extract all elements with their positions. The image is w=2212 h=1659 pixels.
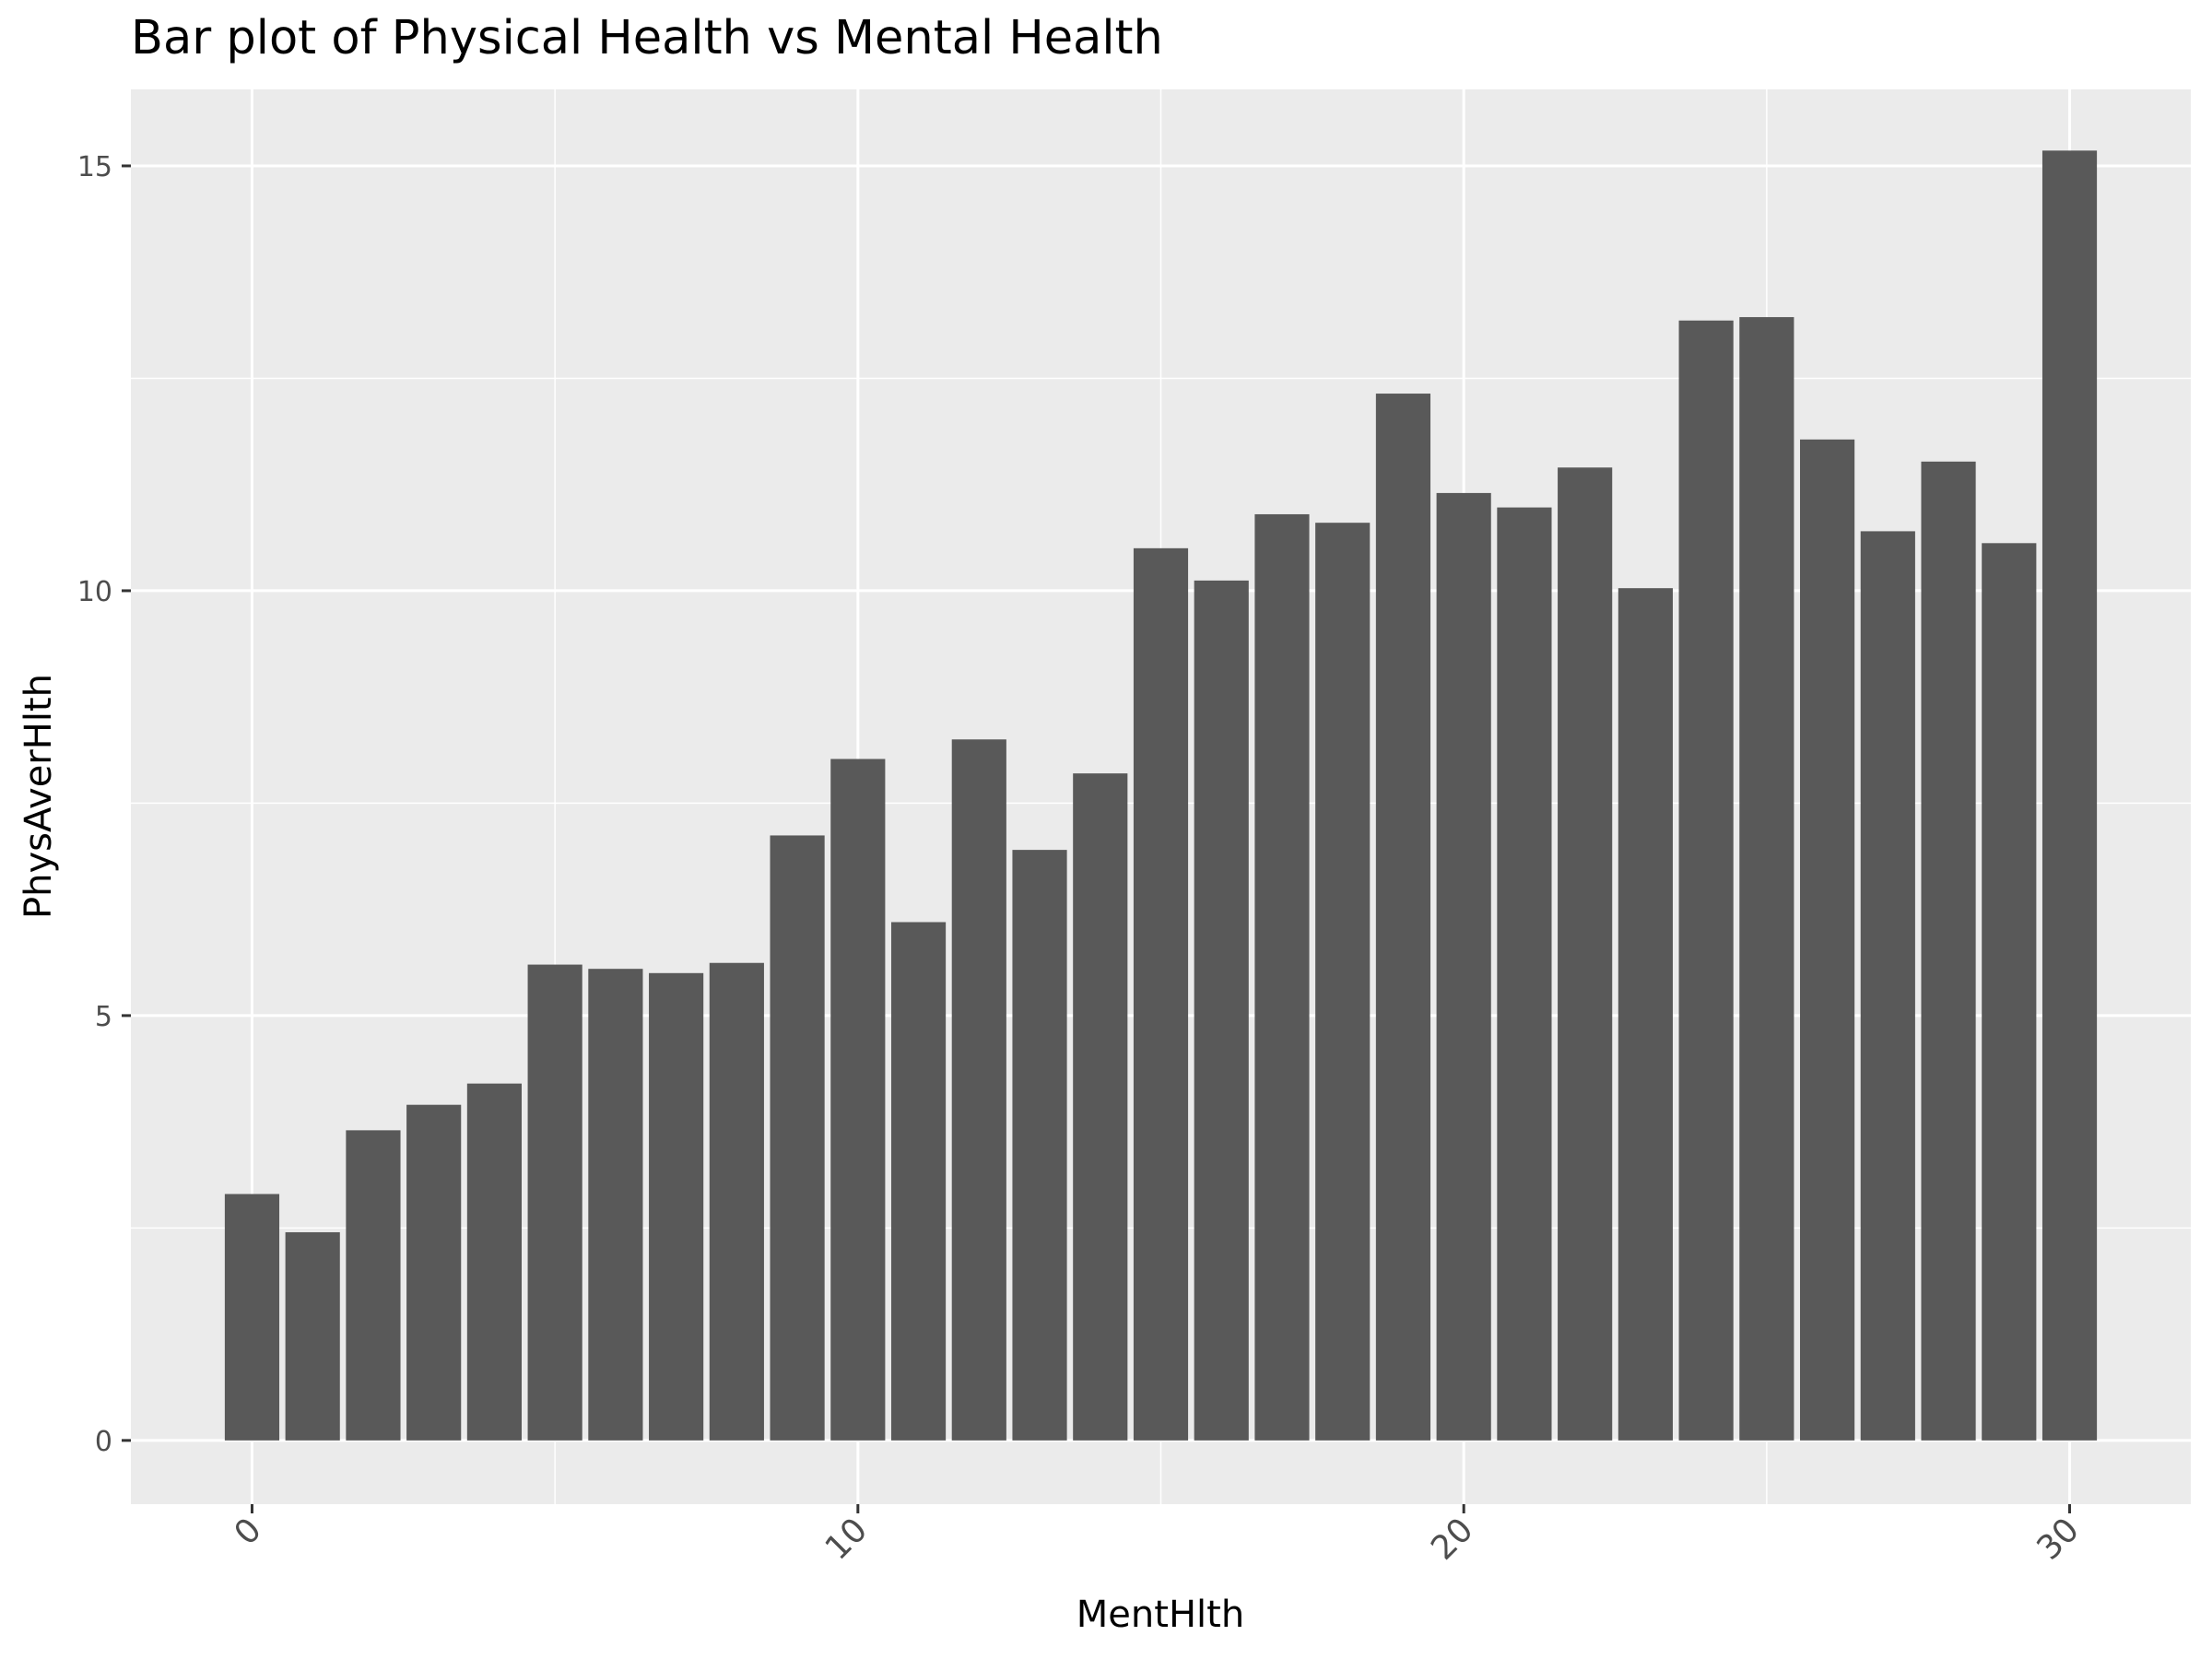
y-tick-label: 5	[95, 1001, 112, 1033]
bar-mentHlth-7	[649, 972, 704, 1441]
x-axis: 0 10 20 30	[228, 1504, 2087, 1568]
y-tick-label: 15	[77, 151, 112, 183]
y-tick-label: 0	[95, 1426, 112, 1458]
y-axis: 0 5 10 15	[77, 151, 131, 1458]
bar-mentHlth-11	[890, 922, 947, 1441]
bar-mentHlth-26	[1800, 439, 1855, 1441]
x-tick-label: 30	[2030, 1511, 2087, 1567]
bar-mentHlth-24	[1678, 320, 1734, 1441]
x-tick-label: 10	[818, 1511, 875, 1567]
bar-mentHlth-13	[1012, 850, 1067, 1441]
bar-mentHlth-16	[1194, 580, 1249, 1441]
bar-mentHlth-1	[285, 1231, 340, 1441]
y-axis-label: PhysAverHlth	[18, 674, 60, 919]
bars	[224, 150, 2098, 1441]
bar-mentHlth-12	[951, 739, 1006, 1441]
bar-mentHlth-8	[709, 962, 764, 1441]
bar-mentHlth-5	[527, 964, 582, 1441]
bar-mentHlth-20	[1436, 492, 1491, 1441]
x-tick-label: 20	[1424, 1511, 1480, 1567]
chart-title: Bar plot of Physical Health vs Mental He…	[131, 11, 1163, 65]
bar-mentHlth-4	[466, 1083, 522, 1441]
bar-mentHlth-10	[830, 759, 886, 1441]
bar-mentHlth-23	[1618, 588, 1673, 1441]
bar-mentHlth-2	[346, 1130, 401, 1441]
bar-mentHlth-9	[770, 835, 825, 1441]
x-axis-label: MentHlth	[1077, 1594, 1244, 1636]
bar-mentHlth-15	[1133, 547, 1189, 1441]
bar-mentHlth-21	[1497, 507, 1552, 1441]
bar-mentHlth-6	[588, 969, 643, 1441]
x-tick-label: 0	[228, 1511, 269, 1552]
bar-mentHlth-25	[1739, 317, 1794, 1441]
bar-mentHlth-18	[1315, 523, 1371, 1441]
bar-mentHlth-17	[1254, 513, 1310, 1441]
bar-mentHlth-19	[1375, 394, 1431, 1441]
bar-mentHlth-14	[1073, 773, 1128, 1441]
bar-mentHlth-28	[1921, 461, 1976, 1441]
y-tick-label: 10	[77, 576, 112, 608]
bar-mentHlth-29	[1982, 543, 2037, 1441]
bar-mentHlth-3	[406, 1104, 462, 1441]
bar-mentHlth-27	[1860, 531, 1915, 1441]
bar-mentHlth-30	[2041, 150, 2098, 1441]
bar-mentHlth-0	[224, 1194, 280, 1441]
bar-mentHlth-22	[1558, 467, 1613, 1441]
